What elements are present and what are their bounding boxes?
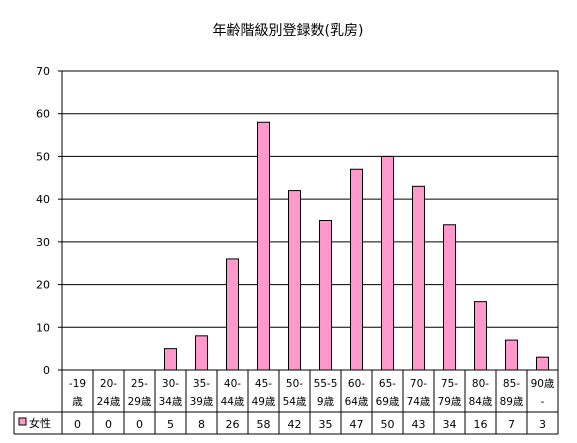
legend-swatch: [18, 417, 27, 426]
x-tick-label: 39歳: [190, 396, 214, 408]
data-table-value: 5: [167, 418, 174, 431]
data-table-value: 16: [474, 418, 488, 431]
data-table-value: 50: [381, 418, 395, 431]
data-table-value: 0: [136, 418, 143, 431]
data-table-value: 0: [74, 418, 81, 431]
data-table-value: 0: [105, 418, 112, 431]
y-tick-label: 10: [36, 321, 50, 334]
bar: [288, 190, 301, 371]
x-tick-label: 35-: [193, 378, 210, 390]
plot-area: 010203040506070-19歳20-24歳25-29歳30-34歳35-…: [13, 65, 559, 435]
bar: [443, 224, 456, 371]
x-tick-label: 歳: [72, 396, 83, 408]
x-tick-label: 49歳: [252, 396, 276, 408]
x-tick-label: 45-: [255, 378, 272, 390]
x-tick-label: 60-: [348, 378, 365, 390]
data-table-value: 8: [198, 418, 205, 431]
x-tick-label: 85-: [503, 378, 520, 390]
x-tick-label: 25-: [131, 378, 148, 390]
x-tick-label: 40-: [224, 378, 241, 390]
chart-title: 年齢階級別登録数(乳房): [213, 23, 364, 39]
bar: [164, 348, 177, 371]
x-tick-label: 70-: [410, 378, 427, 390]
x-tick-label: 69歳: [376, 396, 400, 408]
bar: [350, 168, 363, 371]
x-tick-label: 64歳: [345, 396, 369, 408]
y-tick-label: 30: [36, 236, 50, 249]
x-tick-label: 80-: [472, 378, 489, 390]
bar: [474, 301, 487, 371]
x-tick-label: 65-: [379, 378, 396, 390]
x-tick-label: 30-: [162, 378, 179, 390]
x-tick-label: 84歳: [469, 396, 493, 408]
x-tick-label: 75-: [441, 378, 458, 390]
bar: [536, 356, 549, 371]
y-tick-label: 20: [36, 279, 50, 292]
y-tick-label: 70: [36, 65, 50, 78]
bar: [381, 155, 394, 371]
bar: [226, 258, 239, 371]
legend-label: 女性: [29, 416, 51, 430]
x-tick-label: 20-: [100, 378, 117, 390]
y-tick-label: 0: [43, 364, 50, 377]
x-tick-label: 50-: [286, 378, 303, 390]
x-tick-label: 34歳: [159, 396, 183, 408]
bar: [505, 339, 518, 371]
x-tick-label: 89歳: [500, 396, 524, 408]
y-tick-label: 60: [36, 108, 50, 121]
x-tick-label: 90歳: [531, 378, 555, 390]
x-tick-label: -: [541, 396, 545, 408]
bar: [195, 335, 208, 371]
data-table-value: 34: [443, 418, 457, 431]
x-tick-label: 9歳: [317, 396, 335, 408]
y-tick-label: 40: [36, 193, 50, 206]
x-tick-label: 44歳: [221, 396, 245, 408]
data-table-value: 26: [226, 418, 240, 431]
x-tick-label: 79歳: [438, 396, 462, 408]
data-table-value: 3: [539, 418, 546, 431]
x-tick-label: 55-5: [314, 378, 338, 390]
y-tick-label: 50: [36, 150, 50, 163]
bar: [257, 121, 270, 371]
data-table-value: 43: [412, 418, 426, 431]
x-tick-label: 54歳: [283, 396, 307, 408]
data-table-value: 58: [257, 418, 271, 431]
data-table-value: 47: [350, 418, 364, 431]
bar: [319, 220, 332, 371]
data-table-value: 42: [288, 418, 302, 431]
x-tick-label: 24歳: [97, 396, 121, 408]
x-tick-label: 29歳: [128, 396, 152, 408]
x-tick-label: 74歳: [407, 396, 431, 408]
x-tick-label: -19: [69, 378, 86, 390]
data-table-value: 7: [508, 418, 515, 431]
data-table-value: 35: [319, 418, 333, 431]
bar: [412, 185, 425, 371]
